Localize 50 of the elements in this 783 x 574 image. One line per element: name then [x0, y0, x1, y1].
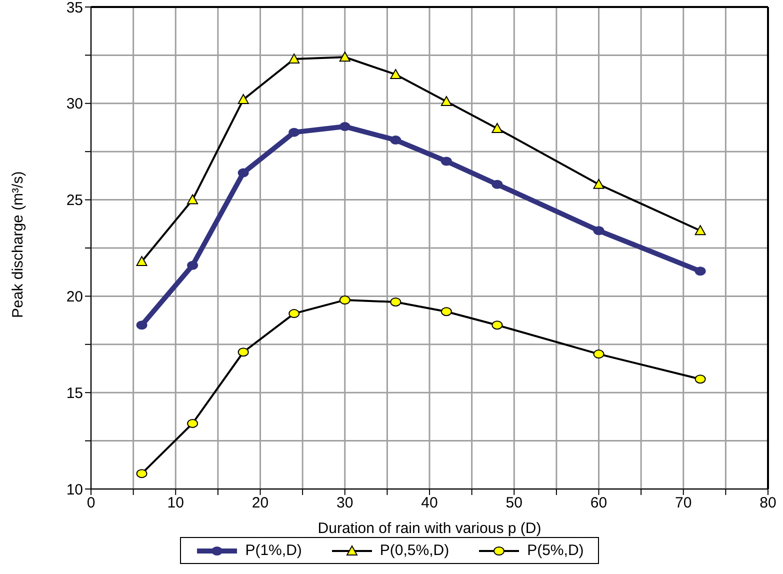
- point: [390, 297, 402, 306]
- point: [593, 350, 604, 359]
- point: [390, 68, 402, 79]
- legend-label: P(5%,D): [527, 542, 584, 559]
- point: [390, 136, 402, 145]
- point: [238, 168, 249, 178]
- point: [288, 309, 300, 318]
- point: [440, 307, 452, 316]
- point: [492, 320, 503, 330]
- x-tick-label: 50: [506, 494, 522, 512]
- x-tick-label: 10: [167, 494, 184, 512]
- point: [593, 226, 604, 236]
- point: [440, 156, 452, 166]
- x-tick-label: 80: [760, 494, 776, 512]
- point: [288, 54, 300, 64]
- y-tick-label: 25: [66, 192, 83, 210]
- x-tick-label: 70: [675, 494, 692, 512]
- x-tick-label: 30: [336, 494, 354, 512]
- y-tick-label: 30: [66, 96, 83, 113]
- point: [136, 320, 148, 330]
- point: [694, 225, 706, 236]
- legend-label: P(1%,D): [245, 542, 302, 559]
- y-tick-label: 35: [66, 0, 83, 16]
- y-tick-label: 15: [66, 384, 83, 402]
- point: [440, 96, 452, 106]
- point: [187, 260, 198, 270]
- x-tick-label: 60: [590, 494, 608, 512]
- point: [187, 194, 198, 204]
- point: [339, 52, 350, 62]
- point: [339, 122, 350, 132]
- point: [136, 469, 148, 478]
- point: [492, 122, 503, 133]
- y-tick-label: 20: [66, 288, 83, 306]
- point: [492, 180, 503, 189]
- y-axis-title: Peak discharge (m³/s): [9, 171, 26, 318]
- point: [187, 418, 198, 428]
- x-tick-label: 0: [86, 494, 96, 512]
- point: [694, 374, 706, 384]
- x-tick-label: 20: [252, 494, 269, 512]
- point: [238, 348, 249, 357]
- point: [136, 256, 148, 266]
- legend-label: P(0,5%,D): [380, 542, 450, 559]
- x-axis-title: Duration of rain with various p (D): [318, 520, 542, 537]
- point: [593, 178, 604, 189]
- x-tick-label: 40: [421, 494, 438, 512]
- y-tick-label: 10: [66, 481, 83, 498]
- point: [339, 296, 350, 305]
- point: [694, 266, 706, 276]
- point: [288, 128, 300, 137]
- point: [238, 94, 249, 104]
